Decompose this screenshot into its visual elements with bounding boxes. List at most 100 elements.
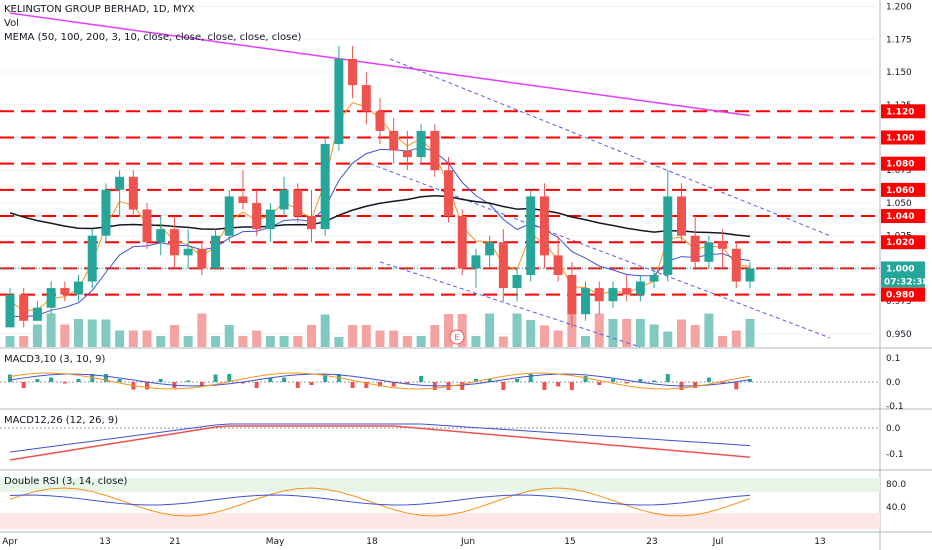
macd1-histogram-bar — [254, 382, 259, 388]
rsi-axis-label: 40.0 — [886, 503, 906, 513]
candle-body — [197, 248, 207, 269]
date-tick-label: 23 — [646, 537, 657, 547]
volume-bar — [622, 319, 632, 347]
volume-bar — [745, 319, 755, 347]
rsi-fast-line — [9, 487, 751, 517]
macd1-signal-line — [9, 373, 751, 387]
candle-body — [334, 58, 344, 145]
macd1-histogram-bar — [186, 380, 191, 382]
macd2-axis-label: -0.1 — [886, 450, 904, 460]
volume-bar — [375, 330, 385, 347]
volume-bar — [718, 336, 728, 347]
candle-body — [87, 235, 97, 282]
volume-bar — [663, 331, 673, 347]
macd1-histogram-bar — [515, 379, 520, 382]
candle-body — [375, 111, 385, 131]
volume-bar — [252, 330, 262, 347]
channel-lower-line[interactable] — [379, 261, 641, 348]
macd1-histogram-bar — [665, 374, 670, 382]
volume-bar — [115, 330, 125, 347]
channel-upper-line[interactable] — [389, 58, 831, 237]
price-tick-label: 1.200 — [886, 3, 912, 13]
macd1-pane-title[interactable]: MACD3,10 (3, 10, 9) — [4, 354, 106, 365]
date-tick-label: 13 — [99, 537, 110, 547]
candle-body — [238, 196, 248, 203]
level-price-tag-text: 1.040 — [886, 212, 914, 222]
volume-bar — [87, 319, 97, 347]
macd1-histogram-bar — [610, 379, 615, 382]
volume-bar — [238, 336, 248, 347]
macd1-histogram-bar — [652, 380, 657, 382]
macd1-histogram-bar — [145, 382, 150, 390]
candle-body — [74, 281, 84, 295]
date-tick-label: 13 — [814, 537, 825, 547]
candle-body — [32, 307, 42, 321]
channel-middle-line[interactable] — [369, 163, 831, 339]
macd1-histogram-bar — [199, 382, 204, 387]
candle-body — [581, 288, 591, 315]
mema-indicator-label[interactable]: MEMA (50, 100, 200, 3, 10, close, close,… — [4, 32, 302, 43]
volume-bar — [306, 325, 316, 347]
macd1-histogram-bar — [213, 374, 218, 382]
candle-body — [594, 288, 604, 302]
volume-bar — [183, 336, 193, 347]
price-tick-label: 1.050 — [886, 199, 912, 209]
volume-bar — [142, 330, 152, 347]
candle-body — [5, 294, 15, 328]
macd1-histogram-bar — [528, 374, 533, 382]
macd1-histogram-bar — [501, 382, 506, 390]
macd1-histogram-bar — [734, 382, 739, 390]
macd2-pane-title[interactable]: MACD12,26 (12, 26, 9) — [4, 415, 119, 426]
volume-bar — [635, 319, 645, 347]
candle-body — [224, 196, 234, 236]
price-axis[interactable]: 1.2001.1751.1501.1251.1001.0751.0501.025… — [881, 3, 929, 513]
candle-body — [553, 255, 563, 275]
volume-indicator-label[interactable]: Vol — [4, 18, 19, 29]
macd1-histogram-bar — [268, 377, 273, 382]
volume-bar — [485, 313, 495, 347]
price-candles — [5, 45, 755, 328]
candle-body — [402, 150, 412, 158]
date-axis[interactable]: Apr 13 21 May 18 Jun 15 23 Jul 13 — [2, 537, 826, 547]
chart-legend: KELINGTON GROUP BERHAD, 1D, MYX Vol MEMA… — [4, 3, 301, 45]
level-price-tag-text: 1.100 — [886, 133, 914, 143]
volume-bar — [553, 330, 563, 347]
volume-bar — [430, 325, 440, 347]
macd1-histogram-bar — [76, 379, 81, 382]
candle-body — [115, 176, 125, 190]
volume-bar — [512, 313, 522, 347]
date-tick-label: May — [266, 537, 285, 547]
volume-bar — [581, 336, 591, 347]
current-price-text: 1.000 — [886, 264, 914, 274]
candle-body — [279, 189, 289, 210]
rsi-oversold-zone — [0, 513, 880, 529]
candle-body — [635, 281, 645, 295]
earnings-marker[interactable]: E — [449, 329, 465, 345]
macd1-histogram-bar — [117, 379, 122, 382]
macd1-histogram-bar — [282, 377, 287, 382]
volume-bar — [457, 314, 467, 347]
candle-body — [293, 189, 303, 217]
candle-body — [567, 274, 577, 315]
macd2-signal-line — [9, 423, 751, 453]
rsi-pane-title[interactable]: Double RSI (3, 14, close) — [4, 476, 128, 487]
candle-body — [361, 85, 371, 112]
trend-channel[interactable] — [369, 58, 831, 348]
macd1-axis-label: 0.0 — [886, 378, 901, 388]
candle-body — [676, 196, 686, 236]
candle-body — [608, 288, 618, 302]
symbol-title[interactable]: KELINGTON GROUP BERHAD, 1D, MYX — [4, 4, 195, 15]
date-tick-label: 15 — [564, 537, 575, 547]
macd1-histogram-bar — [35, 379, 40, 382]
candle-body — [718, 242, 728, 249]
volume-bar — [101, 319, 111, 347]
candle-body — [306, 216, 316, 230]
candle-body — [649, 274, 659, 282]
price-tick-label: 1.175 — [886, 35, 912, 45]
macd1-histogram-bar — [62, 382, 67, 384]
macd1-histogram-bar — [378, 382, 382, 387]
earnings-circle-icon[interactable] — [449, 329, 465, 345]
macd1-histogram-bar — [391, 382, 396, 387]
